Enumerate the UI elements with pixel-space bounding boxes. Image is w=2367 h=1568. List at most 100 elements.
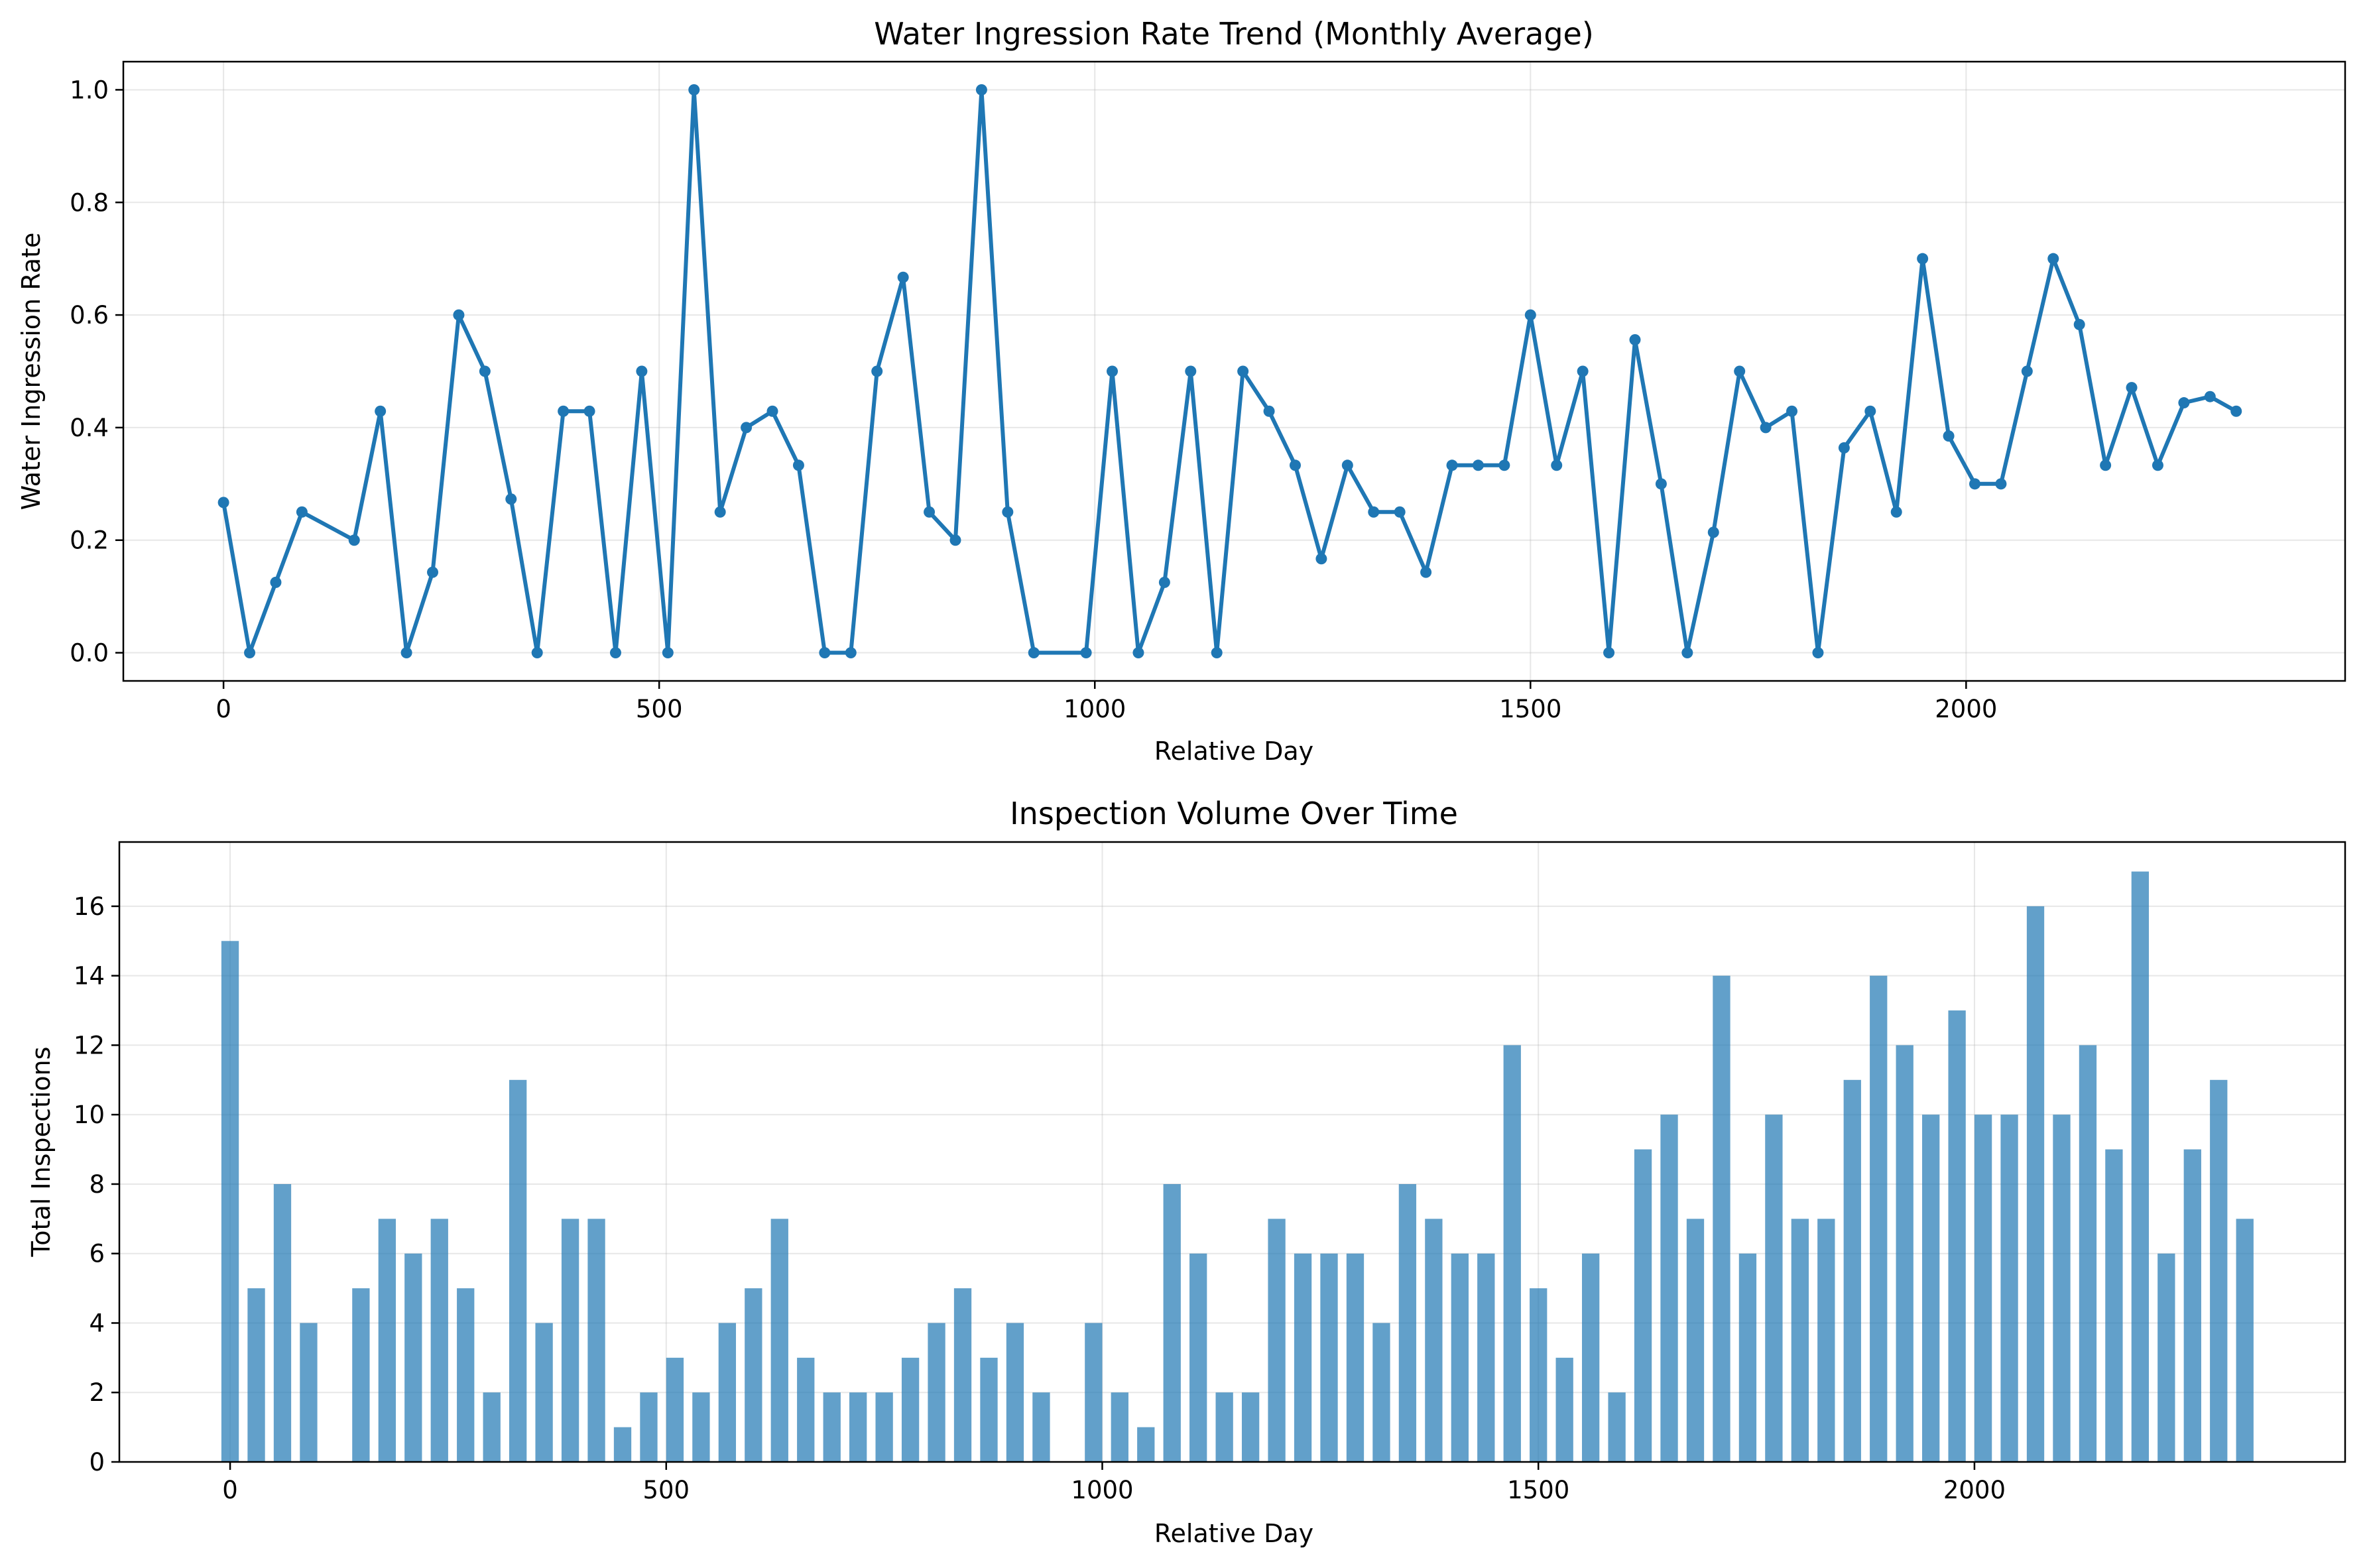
bar-chart-bar	[1294, 1253, 1312, 1462]
bar-chart-x-tick-label: 2000	[1943, 1476, 2006, 1504]
line-chart-x-tick-label: 500	[636, 695, 683, 723]
line-chart-data-point	[1211, 647, 1223, 659]
bar-chart-bar	[2210, 1079, 2228, 1462]
bar-chart-plot-frame	[118, 841, 2346, 1463]
bar-chart-bar	[2105, 1149, 2123, 1462]
line-chart-data-point	[741, 422, 753, 434]
bar-chart-y-tick-label: 12	[74, 1031, 105, 1059]
line-chart-series	[217, 84, 2242, 659]
line-chart-data-point	[1890, 506, 1902, 518]
bar-chart-bar	[1948, 1010, 1966, 1462]
line-chart-data-point	[1341, 459, 1353, 471]
line-chart-data-point	[2126, 382, 2138, 394]
line-chart-data-point	[792, 459, 804, 471]
line-chart-data-point	[1028, 647, 1040, 659]
bar-chart-bar	[561, 1219, 579, 1462]
bar-chart-bar	[1346, 1253, 1365, 1462]
bar-chart-x-tick-label: 0	[222, 1476, 238, 1504]
line-chart-data-point	[871, 365, 883, 377]
bar-chart-bar	[273, 1183, 292, 1462]
line-chart-data-point	[1812, 647, 1824, 659]
line-chart-data-point	[2230, 405, 2242, 417]
line-chart-data-point	[2021, 365, 2033, 377]
bar-chart-bar	[457, 1288, 475, 1462]
bar-chart-bar	[640, 1392, 658, 1462]
line-chart-y-axis-label: Water Ingression Rate	[17, 233, 46, 511]
line-chart-x-tick-label: 1500	[1499, 695, 1561, 723]
bar-chart-bar	[692, 1392, 710, 1462]
line-chart-data-point	[244, 647, 256, 659]
bar-chart-bar	[483, 1392, 501, 1462]
bar-chart-bar	[980, 1357, 998, 1462]
line-chart-data-point	[609, 647, 621, 659]
line-chart-data-point	[1655, 478, 1667, 490]
line-chart-data-point	[1707, 526, 1719, 538]
bar-chart-bar	[1660, 1115, 1678, 1462]
bar-chart-bar	[2026, 906, 2045, 1462]
line-chart-data-point	[1577, 365, 1589, 377]
line-chart-data-point	[688, 84, 700, 95]
bar-chart-bar	[1032, 1392, 1050, 1462]
line-chart-data-point	[1498, 459, 1510, 471]
line-chart-data-point	[1002, 506, 1014, 518]
line-chart-data-point	[766, 405, 778, 417]
line-chart-y-tick-label: 0.0	[70, 639, 109, 668]
line-chart-data-point	[531, 647, 543, 659]
line-chart-data-point	[427, 566, 439, 578]
bar-chart-title: Inspection Volume Over Time	[1010, 796, 1458, 831]
line-chart-data-point	[2152, 459, 2163, 471]
line-chart-x-tick-label: 0	[215, 695, 231, 723]
line-chart-data-point	[375, 405, 387, 417]
line-chart-data-point	[270, 576, 282, 588]
line-chart-plot-frame	[122, 60, 2346, 682]
bar-chart-bar	[613, 1427, 632, 1462]
bar-chart-bar	[1843, 1079, 1861, 1462]
bar-chart-bar	[2157, 1253, 2175, 1462]
bar-chart-y-tick-label: 14	[74, 962, 105, 991]
line-chart-data-point	[1107, 365, 1119, 377]
line-chart-data-point	[1943, 430, 1955, 442]
line-chart-data-point	[2204, 391, 2216, 402]
line-chart-data-point	[819, 647, 831, 659]
line-chart-data-point	[296, 506, 308, 518]
line-chart-data-point	[1995, 478, 2007, 490]
bar-chart-bar	[300, 1323, 318, 1462]
line-chart-data-point	[1524, 309, 1536, 321]
line-chart-data-point	[1368, 506, 1380, 518]
line-chart-data-point	[505, 493, 517, 505]
line-chart-y-tick-label: 0.4	[70, 414, 109, 442]
bar-chart-bar	[587, 1219, 605, 1462]
bar-chart-bar	[2183, 1149, 2201, 1462]
bar-chart-bar	[901, 1357, 920, 1462]
line-chart-y-tick-label: 0.6	[70, 301, 109, 330]
bar-chart-bar	[1451, 1253, 1469, 1462]
bar-chart-bar	[1398, 1183, 1417, 1462]
bar-chart-bar	[1686, 1219, 1705, 1462]
bar-chart-bar	[1189, 1253, 1207, 1462]
line-chart-x-axis-ticks: 0 500 1000 1500 2000	[215, 681, 1997, 723]
bar-chart-bar	[352, 1288, 370, 1462]
line-chart-data-point	[2047, 253, 2059, 265]
line-chart-data-point	[975, 84, 987, 95]
bar-chart-bar	[770, 1219, 788, 1462]
bar-chart-bar	[221, 941, 239, 1462]
line-chart-panel: Water Ingression Rate Trend (Monthly Ave…	[17, 16, 2346, 766]
bar-chart-y-axis-label: Total Inspections	[27, 1047, 56, 1258]
line-chart-data-point	[714, 506, 726, 518]
bar-chart-bar	[849, 1392, 867, 1462]
line-chart-data-point	[1760, 422, 1772, 434]
bar-chart-y-tick-label: 10	[74, 1101, 105, 1129]
bar-chart-bar	[666, 1357, 684, 1462]
line-chart-data-point	[453, 309, 465, 321]
line-chart-data-point	[1080, 647, 1092, 659]
bar-chart-y-tick-label: 0	[89, 1448, 105, 1477]
line-chart-data-point	[583, 405, 595, 417]
bar-chart-bar	[1922, 1115, 1940, 1462]
line-chart-data-point	[2073, 319, 2085, 331]
bar-chart-bar	[1006, 1323, 1024, 1462]
bar-chart-bar	[1765, 1115, 1783, 1462]
bar-chart-bar	[718, 1323, 737, 1462]
bar-chart-x-tick-label: 1500	[1507, 1476, 1569, 1504]
line-chart-data-point	[1551, 459, 1563, 471]
bar-chart-y-tick-label: 2	[89, 1378, 105, 1407]
